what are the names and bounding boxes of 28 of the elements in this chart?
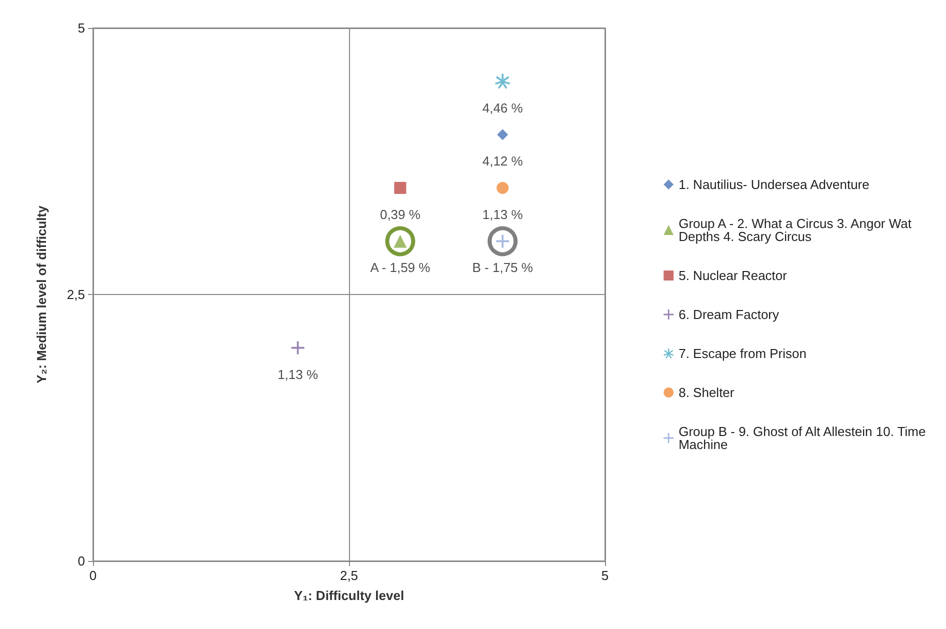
x-tick-label: 2,5 — [340, 568, 358, 583]
point — [385, 226, 416, 256]
legend-label: 1. Nautilius- Undersea Adventure — [678, 177, 870, 192]
annotation: A - 1,59 % — [370, 260, 431, 276]
annotation: B - 1,75 % — [472, 260, 534, 276]
legend-label: Group B - 9. Ghost of Alt Allestein 10. Time Machine — [678, 424, 930, 452]
legend-label: Group A - 2. What a Circus 3. Angor Wat Depths 4. Scary Circus — [678, 216, 916, 244]
legend-label: 5. Nuclear Reactor — [678, 268, 788, 283]
point — [495, 74, 510, 89]
y-tick-label: 2,5 — [66, 287, 85, 302]
point — [497, 129, 508, 140]
legend-label: 8. Shelter — [678, 385, 735, 400]
y-tick-label: 5 — [78, 20, 85, 36]
y-tick-label: 0 — [78, 554, 85, 568]
legend-label: 6. Dream Factory — [678, 307, 780, 322]
point — [496, 182, 509, 194]
annotation: 4,12 % — [482, 154, 524, 169]
y-axis-title: Y₂: Medium level of difficulty — [34, 204, 49, 384]
point — [394, 182, 406, 194]
annotation: 4,46 % — [482, 100, 524, 116]
point — [488, 226, 518, 256]
legend-label: 7. Escape from Prison — [678, 346, 806, 361]
x-tick-label: 0 — [89, 568, 97, 583]
annotation: 1,13 % — [278, 366, 318, 382]
annotation: 0,39 % — [380, 206, 421, 222]
x-tick-label: 5 — [601, 568, 609, 583]
x-axis-title: Y₁: Difficulty level — [294, 588, 404, 603]
annotation: 1,13 % — [482, 206, 524, 222]
